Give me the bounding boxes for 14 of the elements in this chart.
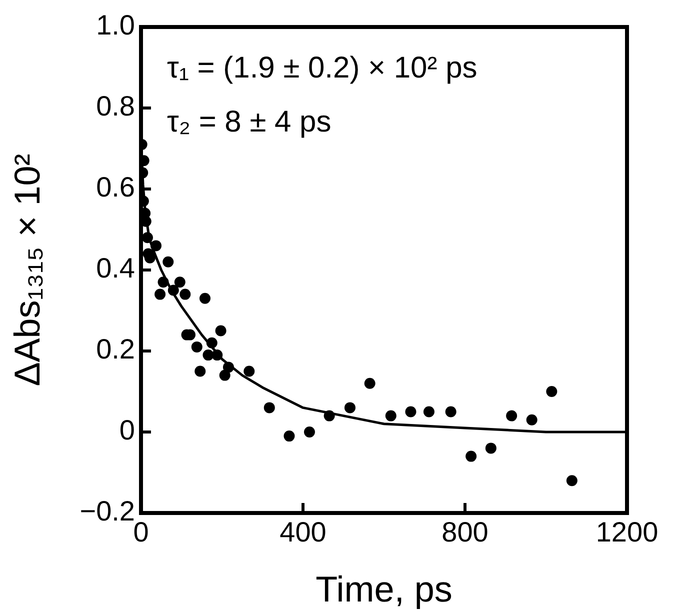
x-tick-label: 1200 bbox=[596, 516, 658, 548]
x-axis-title: Time, ps bbox=[316, 568, 452, 610]
x-tick-label: 400 bbox=[280, 516, 326, 548]
annotation: τ₁ = (1.9 ± 0.2) × 10² ps bbox=[167, 51, 478, 84]
y-tick-label: 0 bbox=[119, 414, 135, 446]
y-tick-label: −0.2 bbox=[80, 496, 135, 527]
annotation: τ₂ = 8 ± 4 ps bbox=[167, 105, 332, 138]
y-tick-label: 1.0 bbox=[96, 10, 135, 41]
y-tick-label: 0.4 bbox=[96, 252, 135, 284]
y-tick-label: 0.2 bbox=[96, 334, 135, 365]
x-tick-label: 800 bbox=[442, 516, 488, 548]
y-tick-label: 0.8 bbox=[96, 90, 135, 122]
y-tick-label: 0.6 bbox=[96, 172, 135, 203]
y-axis-title: ΔAbs₁₃₁₅ × 10² bbox=[6, 154, 48, 386]
